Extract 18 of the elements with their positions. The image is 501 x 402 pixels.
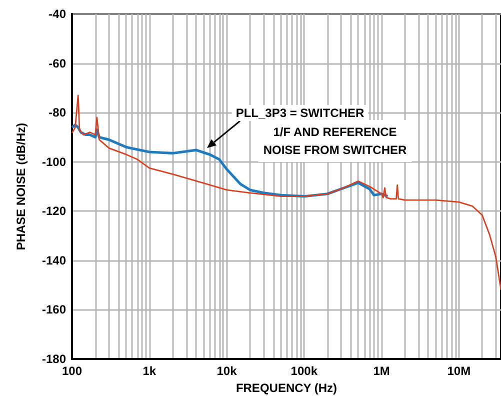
- x-tick-label: 100: [62, 364, 82, 378]
- y-tick-label: -120: [42, 204, 66, 218]
- y-tick-label: -60: [48, 56, 66, 70]
- annotation: PLL_3P3 = SWITCHER: [236, 106, 365, 120]
- x-tick-label: 1M: [373, 364, 390, 378]
- y-tick-label: -180: [42, 352, 66, 366]
- x-tick-label: 10M: [447, 364, 471, 378]
- y-tick-label: -160: [42, 302, 66, 317]
- x-axis-title: FREQUENCY (Hz): [236, 380, 338, 395]
- annotation: 1/F AND REFERENCE NOISE FROM SWITCHER: [263, 125, 407, 157]
- y-tick-label: -140: [42, 253, 66, 268]
- x-tick-label: 1k: [142, 364, 156, 378]
- y-tick-label: -40: [48, 7, 66, 21]
- y-axis-title: PHASE NOISE (dB/Hz): [14, 122, 28, 250]
- y-tick-label: -100: [42, 154, 66, 169]
- x-tick-label: 100k: [290, 364, 318, 378]
- y-tick-label: -80: [48, 106, 66, 120]
- x-tick-label: 10k: [216, 364, 238, 378]
